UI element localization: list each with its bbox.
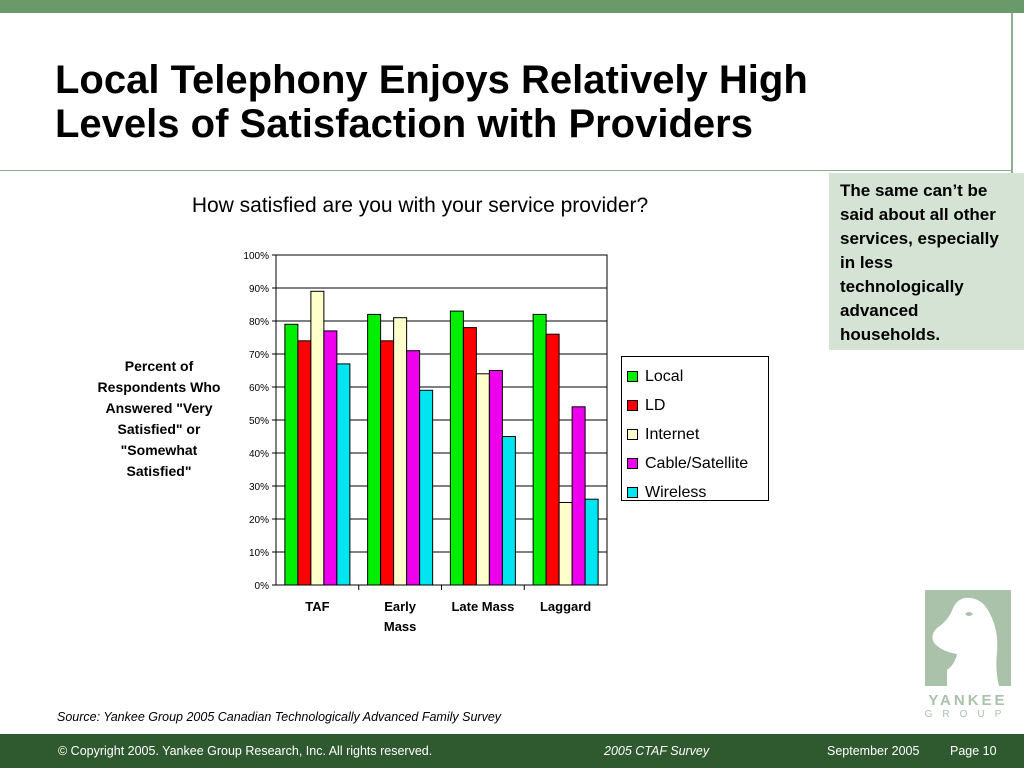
source-note: Source: Yankee Group 2005 Canadian Techn… <box>57 710 502 724</box>
bar-wireless <box>584 498 599 586</box>
y-tick-label: 90% <box>249 284 269 295</box>
legend-item-local: Local <box>627 362 768 391</box>
logo-wordmark: YANKEE <box>928 692 1008 709</box>
y-tick-label: 0% <box>255 581 270 592</box>
x-tick-label: Late Mass <box>451 599 514 614</box>
footer-date: September 2005 <box>827 744 920 758</box>
bar-cable-satellite <box>323 330 338 586</box>
bar-cable-satellite <box>406 350 421 586</box>
y-tick-label: 20% <box>249 515 269 526</box>
y-tick-label: 10% <box>249 548 269 559</box>
y-tick-label: 30% <box>249 482 269 493</box>
bar-internet <box>475 373 490 586</box>
legend-swatch-wireless <box>627 487 638 498</box>
top-accent-bar <box>0 0 1024 13</box>
bar-internet <box>310 290 325 586</box>
legend-item-cable-satellite: Cable/Satellite <box>627 449 768 478</box>
bar-wireless <box>419 389 434 586</box>
x-tick-label: Early <box>384 599 417 614</box>
knight-chess-piece-icon <box>925 590 1011 686</box>
y-axis-title: Percent of Respondents Who Answered "Ver… <box>97 358 221 479</box>
chart-title: How satisfied are you with your service … <box>191 194 649 217</box>
y-tick-label: 80% <box>249 317 269 328</box>
plot-border <box>275 254 608 586</box>
footer-copyright: © Copyright 2005. Yankee Group Research,… <box>58 744 433 758</box>
y-tick-label: 70% <box>249 350 269 361</box>
bar-ld <box>545 333 560 586</box>
chart-legend: Local LD Internet Cable/Satellite Wirele… <box>621 356 769 501</box>
y-tick-label: 40% <box>249 449 269 460</box>
legend-label-local: Local <box>645 367 684 385</box>
x-tick-label: Laggard <box>540 599 591 614</box>
legend-item-ld: LD <box>627 391 768 420</box>
bar-local <box>284 323 299 586</box>
yankee-group-logo: YANKEE GROUP <box>922 590 1014 725</box>
y-tick-label: 50% <box>249 416 269 427</box>
x-tick-label: Mass <box>384 619 417 634</box>
footer-bar: © Copyright 2005. Yankee Group Research,… <box>0 734 1024 768</box>
y-tick-label: 100% <box>243 251 269 262</box>
title-divider <box>0 170 1013 171</box>
y-tick-label: 60% <box>249 383 269 394</box>
bar-ld <box>462 327 477 586</box>
footer-page-number: Page 10 <box>950 744 997 758</box>
bar-wireless <box>501 436 516 586</box>
bar-local <box>367 313 382 586</box>
bar-ld <box>380 340 395 586</box>
bar-internet <box>393 317 408 586</box>
legend-swatch-cable-satellite <box>627 458 638 469</box>
slide-title: Local Telephony Enjoys Relatively High L… <box>55 58 955 146</box>
logo-subword: GROUP <box>924 709 1012 720</box>
legend-label-ld: LD <box>645 396 666 414</box>
legend-swatch-internet <box>627 429 638 440</box>
legend-item-wireless: Wireless <box>627 478 768 507</box>
slide-title-line-2: Levels of Satisfaction with Providers <box>55 102 753 146</box>
bar-cable-satellite <box>571 406 586 586</box>
slide-title-line-1: Local Telephony Enjoys Relatively High <box>55 58 808 102</box>
legend-item-internet: Internet <box>627 420 768 449</box>
bar-ld <box>297 340 312 586</box>
bar-wireless <box>336 363 351 586</box>
legend-label-internet: Internet <box>645 425 700 443</box>
callout-box: The same can’t be said about all other s… <box>829 173 1024 350</box>
bar-cable-satellite <box>488 370 503 586</box>
bar-local <box>532 313 547 586</box>
right-accent-rule <box>1011 13 1013 173</box>
legend-label-cable-satellite: Cable/Satellite <box>645 454 749 472</box>
bar-internet <box>558 502 573 586</box>
legend-label-wireless: Wireless <box>645 483 707 501</box>
x-tick-label: TAF <box>305 599 329 614</box>
legend-swatch-ld <box>627 400 638 411</box>
legend-swatch-local <box>627 371 638 382</box>
footer-survey-name: 2005 CTAF Survey <box>604 744 710 758</box>
bar-local <box>449 310 464 586</box>
